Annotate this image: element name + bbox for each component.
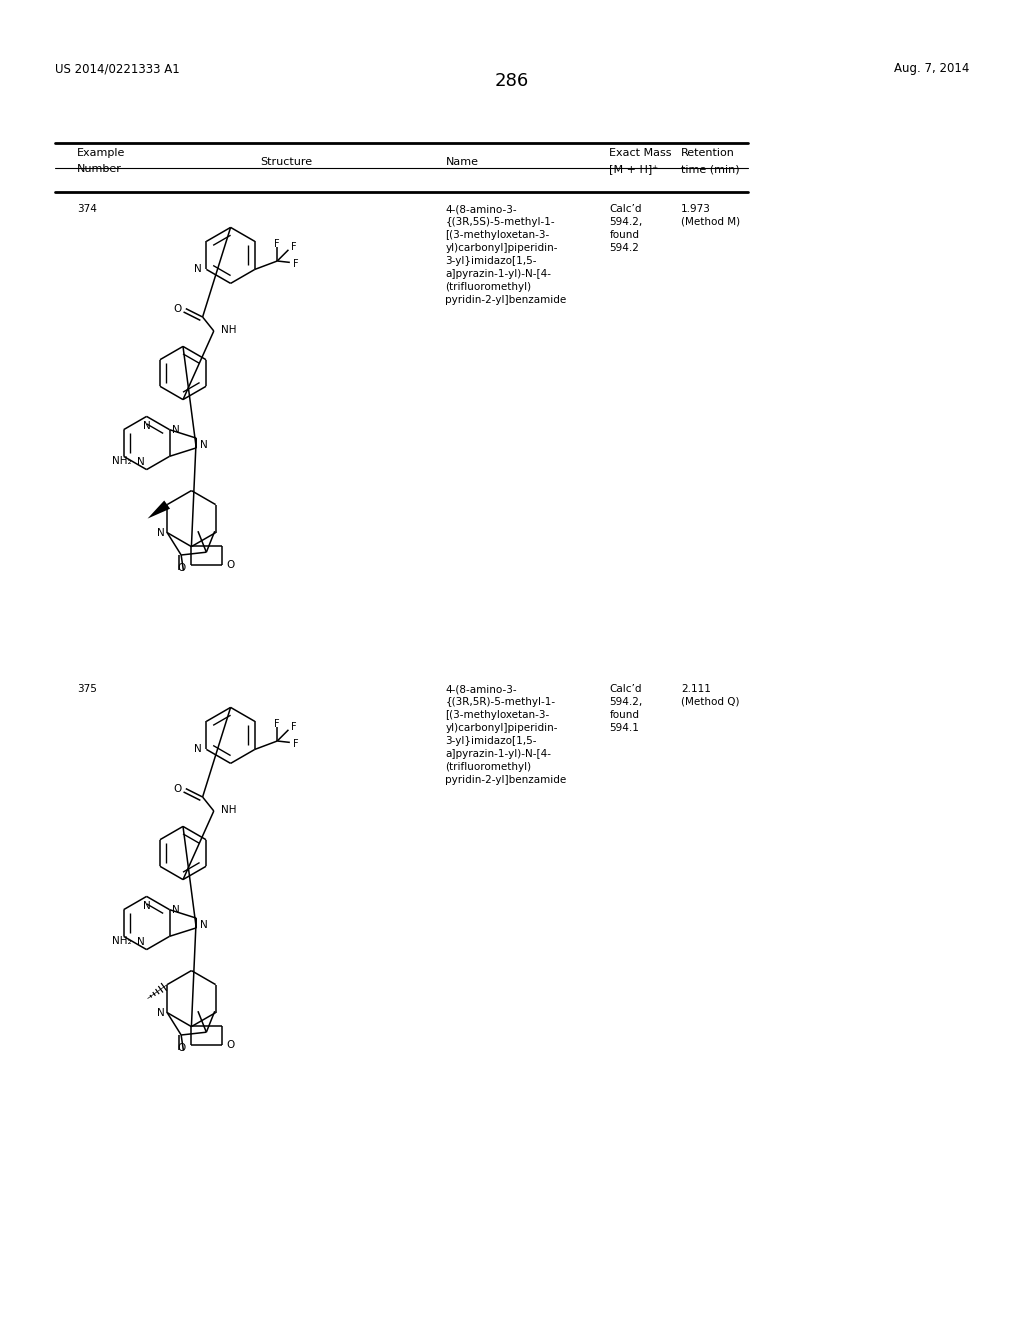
Text: Calc’d: Calc’d (609, 684, 642, 694)
Text: (Method Q): (Method Q) (681, 697, 739, 708)
Text: (Method M): (Method M) (681, 216, 740, 227)
Text: a]pyrazin-1-yl)-N-[4-: a]pyrazin-1-yl)-N-[4- (445, 269, 552, 279)
Text: 4-(8-amino-3-: 4-(8-amino-3- (445, 205, 517, 214)
Text: NH: NH (221, 325, 237, 334)
Text: N: N (201, 920, 208, 931)
Text: 4-(8-amino-3-: 4-(8-amino-3- (445, 684, 517, 694)
Text: found: found (609, 710, 639, 719)
Text: NH: NH (221, 805, 237, 814)
Text: {(3R,5R)-5-methyl-1-: {(3R,5R)-5-methyl-1- (445, 697, 556, 708)
Text: N: N (137, 457, 145, 467)
Text: pyridin-2-yl]benzamide: pyridin-2-yl]benzamide (445, 775, 566, 785)
Text: Exact Mass: Exact Mass (609, 148, 672, 158)
Text: [(3-methyloxetan-3-: [(3-methyloxetan-3- (445, 710, 550, 719)
Text: (trifluoromethyl): (trifluoromethyl) (445, 282, 531, 292)
Text: yl)carbonyl]piperidin-: yl)carbonyl]piperidin- (445, 243, 558, 253)
Text: 594.2,: 594.2, (609, 697, 642, 708)
Text: a]pyrazin-1-yl)-N-[4-: a]pyrazin-1-yl)-N-[4- (445, 748, 552, 759)
Text: 594.2: 594.2 (609, 243, 639, 253)
Text: N: N (142, 421, 151, 430)
Text: (trifluoromethyl): (trifluoromethyl) (445, 762, 531, 772)
Text: N: N (137, 937, 145, 946)
Text: F: F (291, 722, 297, 733)
Text: NH₂: NH₂ (112, 457, 131, 466)
Text: [(3-methyloxetan-3-: [(3-methyloxetan-3- (445, 230, 550, 240)
Text: N: N (195, 264, 202, 275)
Text: NH₂: NH₂ (112, 936, 131, 946)
Text: found: found (609, 230, 639, 240)
Text: F: F (274, 719, 280, 729)
Text: Structure: Structure (261, 157, 312, 168)
Text: 3-yl}imidazo[1,5-: 3-yl}imidazo[1,5- (445, 256, 537, 267)
Text: {(3R,5S)-5-methyl-1-: {(3R,5S)-5-methyl-1- (445, 216, 555, 227)
Text: O: O (226, 560, 236, 569)
Text: yl)carbonyl]piperidin-: yl)carbonyl]piperidin- (445, 723, 558, 733)
Text: Example: Example (77, 148, 125, 158)
Text: Number: Number (77, 164, 122, 174)
Text: F: F (274, 239, 280, 249)
Text: Retention: Retention (681, 148, 735, 158)
Text: [M + H]⁺: [M + H]⁺ (609, 164, 658, 174)
Text: F: F (291, 242, 297, 252)
Text: Name: Name (445, 157, 478, 168)
Text: Calc’d: Calc’d (609, 205, 642, 214)
Text: F: F (293, 259, 298, 269)
Text: F: F (293, 739, 298, 748)
Text: O: O (177, 1043, 185, 1053)
Text: O: O (173, 784, 181, 793)
Text: 594.1: 594.1 (609, 723, 639, 733)
Text: 286: 286 (495, 73, 529, 90)
Text: time (min): time (min) (681, 164, 739, 174)
Text: N: N (172, 425, 180, 436)
Text: 3-yl}imidazo[1,5-: 3-yl}imidazo[1,5- (445, 737, 537, 746)
Text: N: N (195, 744, 202, 755)
Text: N: N (157, 528, 164, 537)
Text: O: O (226, 1040, 236, 1049)
Text: 375: 375 (77, 684, 96, 694)
Text: 374: 374 (77, 205, 96, 214)
Polygon shape (147, 500, 170, 519)
Text: N: N (157, 1007, 164, 1018)
Text: Aug. 7, 2014: Aug. 7, 2014 (894, 62, 969, 75)
Text: O: O (177, 564, 185, 573)
Text: US 2014/0221333 A1: US 2014/0221333 A1 (55, 62, 180, 75)
Text: pyridin-2-yl]benzamide: pyridin-2-yl]benzamide (445, 294, 566, 305)
Text: N: N (201, 440, 208, 450)
Text: N: N (172, 906, 180, 915)
Text: O: O (173, 304, 181, 314)
Text: 594.2,: 594.2, (609, 216, 642, 227)
Text: 2.111: 2.111 (681, 684, 711, 694)
Text: 1.973: 1.973 (681, 205, 711, 214)
Text: N: N (142, 900, 151, 911)
